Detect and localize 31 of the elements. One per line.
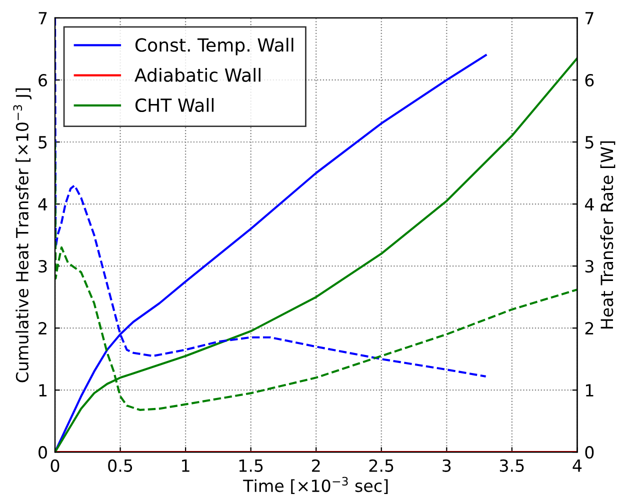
legend-label: CHT Wall: [135, 98, 214, 112]
y2-tick-label: 5: [585, 136, 594, 149]
y-tick-label: 3: [38, 260, 47, 273]
y2-axis-title: Heat Transfer Rate [W]: [600, 141, 616, 328]
y-tick-label: 4: [38, 198, 48, 210]
x-tick-label: 3: [442, 459, 451, 472]
x-tick-label: 3.5: [500, 459, 524, 472]
y-tick-label: 1: [39, 384, 47, 396]
y-tick-label: 2: [38, 322, 46, 334]
legend-label: Adiabatic Wall: [134, 68, 260, 82]
x-tick-label: 0: [50, 459, 60, 472]
y2-tick-label: 1: [586, 384, 594, 396]
y-tick-label: 6: [38, 74, 48, 87]
y-tick-label: 5: [38, 136, 47, 149]
x-tick-label: 4: [572, 460, 582, 472]
y-axis-title: Cumulative Heat Transfer [×10$^{−3}$ J]: [13, 88, 32, 382]
y2-tick-label: 2: [585, 322, 594, 334]
y2-tick-label: 4: [584, 198, 594, 210]
y2-tick-label: 7: [586, 12, 594, 24]
x-tick-label: 2: [312, 459, 320, 472]
y2-tick-label: 3: [585, 260, 594, 273]
x-tick-label: 1: [182, 460, 190, 472]
y2-tick-label: 0: [585, 446, 594, 459]
y-tick-label: 0: [38, 446, 47, 459]
x-tick-label: 1.5: [239, 460, 263, 472]
x-axis-title: Time [×10$^{−3}$ sec]: [243, 476, 388, 494]
legend-label: Const. Temp. Wall: [135, 38, 294, 56]
y2-tick-label: 6: [585, 74, 594, 87]
x-tick-label: 0.5: [108, 459, 132, 472]
x-tick-label: 2.5: [369, 459, 394, 472]
y-tick-label: 7: [38, 12, 47, 24]
